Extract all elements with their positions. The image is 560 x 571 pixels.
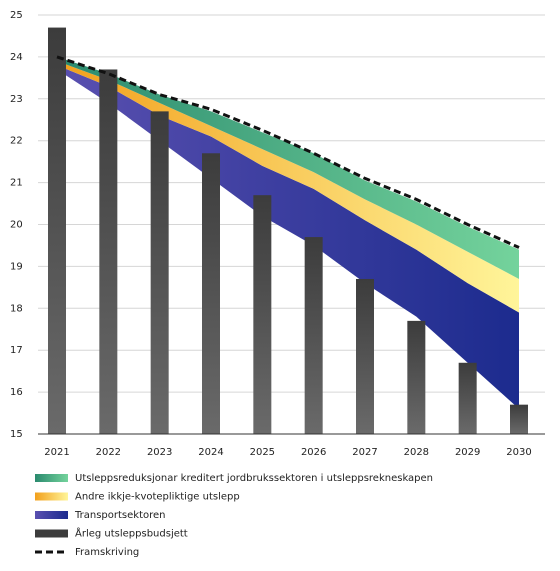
- legend-swatch: [35, 474, 68, 482]
- y-tick-label: 17: [10, 345, 23, 356]
- legend-label: Andre ikkje-kvotepliktige utslepp: [75, 492, 240, 503]
- y-tick-label: 21: [10, 178, 23, 189]
- x-tick-label: 2027: [352, 447, 377, 458]
- y-tick-label: 24: [10, 52, 23, 63]
- y-tick-label: 15: [10, 429, 23, 440]
- legend-swatch: [35, 492, 68, 501]
- x-tick-label: 2026: [301, 447, 326, 458]
- x-tick-label: 2022: [96, 447, 121, 458]
- x-tick-label: 2029: [455, 447, 480, 458]
- bar: [510, 404, 528, 434]
- x-tick-label: 2030: [506, 447, 531, 458]
- bar: [48, 27, 66, 434]
- x-tick-label: 2024: [198, 447, 223, 458]
- x-tick-label: 2025: [250, 447, 275, 458]
- y-tick-label: 23: [10, 94, 23, 105]
- line: [56, 55, 520, 249]
- bar: [458, 362, 477, 434]
- legend-swatch: [35, 529, 68, 538]
- y-tick-label: 20: [10, 220, 23, 231]
- x-tick-label: 2021: [44, 447, 69, 458]
- bar: [99, 69, 118, 434]
- legend-label: Transportsektoren: [74, 510, 166, 521]
- y-tick-label: 19: [10, 261, 23, 272]
- bar: [304, 237, 323, 434]
- bar: [253, 195, 272, 434]
- y-tick-label: 16: [10, 387, 23, 398]
- x-tick-label: 2023: [147, 447, 172, 458]
- bar: [407, 320, 426, 434]
- legend-label: Utsleppsreduksjonar kreditert jordbrukss…: [75, 473, 433, 484]
- legend-label: Årleg utsleppsbudsjett: [75, 527, 188, 540]
- legend-label: Framskriving: [75, 547, 139, 558]
- bar: [356, 278, 374, 434]
- bar: [150, 111, 169, 435]
- legend-swatch: [35, 511, 68, 519]
- y-tick-label: 25: [10, 10, 23, 21]
- bar: [202, 153, 220, 434]
- x-tick-label: 2028: [404, 447, 429, 458]
- y-tick-label: 22: [10, 136, 23, 147]
- y-tick-label: 18: [10, 303, 23, 314]
